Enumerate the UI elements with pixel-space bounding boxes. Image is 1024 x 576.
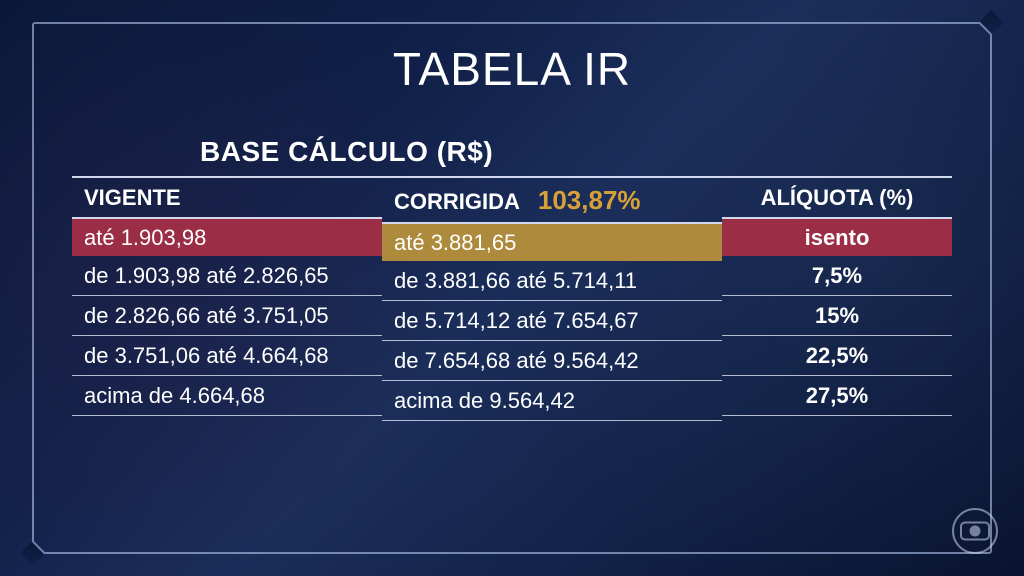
table-row: de 1.903,98 até 2.826,65	[72, 256, 382, 296]
table-row: acima de 9.564,42	[382, 381, 722, 421]
table-row: de 5.714,12 até 7.654,67	[382, 301, 722, 341]
table-row: de 2.826,66 até 3.751,05	[72, 296, 382, 336]
column-aliquota: ALÍQUOTA (%) isento 7,5% 15% 22,5% 27,5%	[722, 176, 952, 421]
table-row: isento	[722, 219, 952, 256]
table-row: de 3.881,66 até 5.714,11	[382, 261, 722, 301]
table-row: até 1.903,98	[72, 219, 382, 256]
table-row: 27,5%	[722, 376, 952, 416]
column-header-vigente: VIGENTE	[72, 176, 382, 219]
column-corrigida: CORRIGIDA 103,87% até 3.881,65 de 3.881,…	[382, 176, 722, 421]
tax-table: VIGENTE até 1.903,98 de 1.903,98 até 2.8…	[72, 176, 952, 421]
correction-percent: 103,87%	[538, 185, 641, 216]
column-vigente: VIGENTE até 1.903,98 de 1.903,98 até 2.8…	[72, 176, 382, 421]
table-row: de 7.654,68 até 9.564,42	[382, 341, 722, 381]
table-row: de 3.751,06 até 4.664,68	[72, 336, 382, 376]
table-row: até 3.881,65	[382, 224, 722, 261]
column-header-corrigida: CORRIGIDA 103,87%	[382, 176, 722, 224]
header-label: CORRIGIDA	[394, 189, 520, 215]
page-title: TABELA IR	[0, 42, 1024, 96]
table-row: acima de 4.664,68	[72, 376, 382, 416]
table-row: 22,5%	[722, 336, 952, 376]
header-label: ALÍQUOTA (%)	[761, 185, 914, 211]
column-header-aliquota: ALÍQUOTA (%)	[722, 176, 952, 219]
table-row: 7,5%	[722, 256, 952, 296]
section-subtitle: BASE CÁLCULO (R$)	[200, 136, 493, 168]
table-row: 15%	[722, 296, 952, 336]
header-label: VIGENTE	[84, 185, 181, 211]
globo-logo-icon	[950, 506, 1000, 556]
